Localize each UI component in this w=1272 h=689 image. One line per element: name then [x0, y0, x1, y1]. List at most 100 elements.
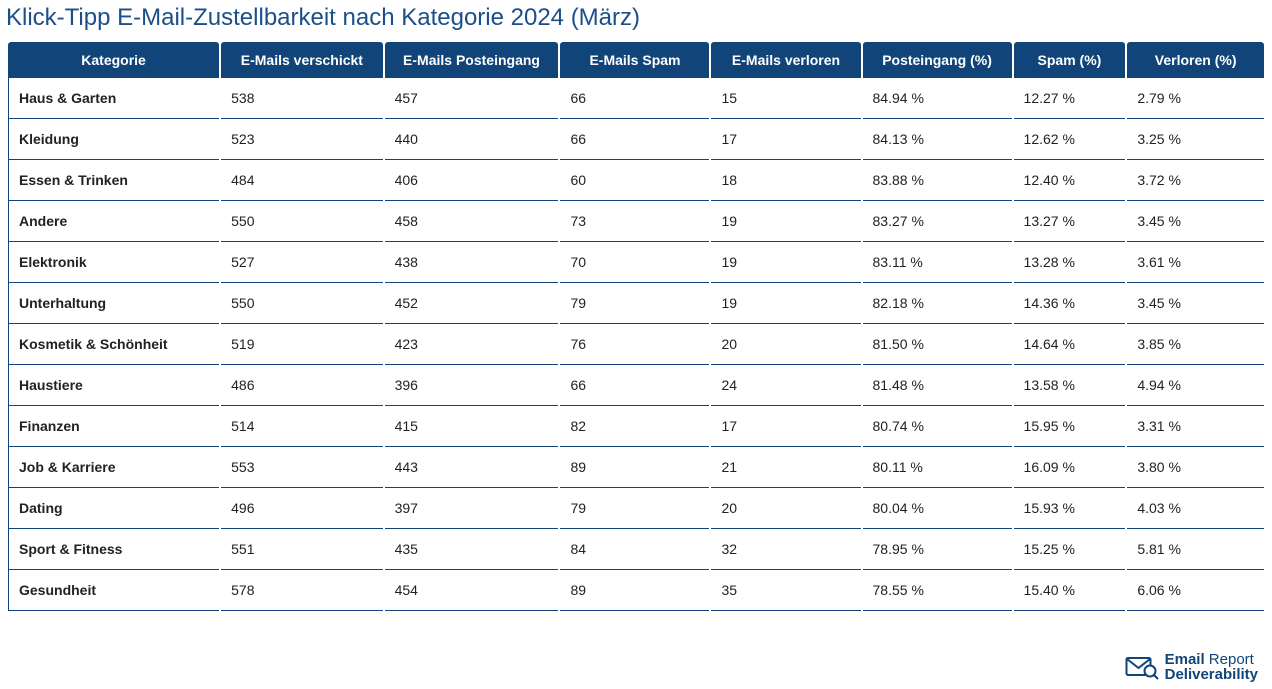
- table-cell: 83.11 %: [863, 242, 1012, 283]
- table-row: Haustiere486396662481.48 %13.58 %4.94 %: [8, 365, 1264, 406]
- table-cell: 550: [221, 283, 382, 324]
- table-cell: 6.06 %: [1127, 570, 1264, 611]
- col-header: E-Mails verloren: [711, 42, 860, 78]
- table-cell: 80.74 %: [863, 406, 1012, 447]
- table-cell: 20: [711, 488, 860, 529]
- col-header: E-Mails verschickt: [221, 42, 382, 78]
- col-header: Posteingang (%): [863, 42, 1012, 78]
- table-cell: 550: [221, 201, 382, 242]
- table-cell: 538: [221, 78, 382, 119]
- table-cell: 80.04 %: [863, 488, 1012, 529]
- table-cell: 84: [560, 529, 709, 570]
- table-cell: 527: [221, 242, 382, 283]
- table-cell: 435: [385, 529, 559, 570]
- table-cell: 496: [221, 488, 382, 529]
- table-cell: 82: [560, 406, 709, 447]
- table-cell: 89: [560, 447, 709, 488]
- table-row: Job & Karriere553443892180.11 %16.09 %3.…: [8, 447, 1264, 488]
- brand-text: Email Report Deliverability: [1165, 652, 1258, 684]
- table-cell: 5.81 %: [1127, 529, 1264, 570]
- brand-logo: Email Report Deliverability: [1125, 652, 1258, 684]
- table-cell: 553: [221, 447, 382, 488]
- col-header: Kategorie: [8, 42, 219, 78]
- table-cell: 13.58 %: [1014, 365, 1126, 406]
- table-cell: 84.94 %: [863, 78, 1012, 119]
- table-cell: Gesundheit: [8, 570, 219, 611]
- table-cell: 17: [711, 406, 860, 447]
- brand-text-bold: Email: [1165, 651, 1205, 668]
- table-cell: 397: [385, 488, 559, 529]
- col-header: E-Mails Spam: [560, 42, 709, 78]
- col-header: Verloren (%): [1127, 42, 1264, 78]
- table-cell: 415: [385, 406, 559, 447]
- table-row: Gesundheit578454893578.55 %15.40 %6.06 %: [8, 570, 1264, 611]
- table-cell: 83.88 %: [863, 160, 1012, 201]
- table-cell: Elektronik: [8, 242, 219, 283]
- table-cell: Job & Karriere: [8, 447, 219, 488]
- table-cell: 78.95 %: [863, 529, 1012, 570]
- table-cell: Finanzen: [8, 406, 219, 447]
- table-cell: 486: [221, 365, 382, 406]
- table-cell: 396: [385, 365, 559, 406]
- brand-text-line2: Deliverability: [1165, 667, 1258, 683]
- table-cell: 35: [711, 570, 860, 611]
- table-cell: 82.18 %: [863, 283, 1012, 324]
- table-cell: 19: [711, 201, 860, 242]
- col-header: Spam (%): [1014, 42, 1126, 78]
- table-row: Haus & Garten538457661584.94 %12.27 %2.7…: [8, 78, 1264, 119]
- col-header: E-Mails Posteingang: [385, 42, 559, 78]
- table-cell: 81.50 %: [863, 324, 1012, 365]
- table-cell: 21: [711, 447, 860, 488]
- table-cell: 3.45 %: [1127, 283, 1264, 324]
- table-cell: 78.55 %: [863, 570, 1012, 611]
- table-cell: 83.27 %: [863, 201, 1012, 242]
- table-cell: 440: [385, 119, 559, 160]
- table-cell: Essen & Trinken: [8, 160, 219, 201]
- table-row: Kosmetik & Schönheit519423762081.50 %14.…: [8, 324, 1264, 365]
- table-cell: 14.36 %: [1014, 283, 1126, 324]
- table-cell: 15.95 %: [1014, 406, 1126, 447]
- table-row: Unterhaltung550452791982.18 %14.36 %3.45…: [8, 283, 1264, 324]
- table-cell: 423: [385, 324, 559, 365]
- table-cell: Andere: [8, 201, 219, 242]
- table-cell: 551: [221, 529, 382, 570]
- table-cell: 12.62 %: [1014, 119, 1126, 160]
- table-cell: 20: [711, 324, 860, 365]
- table-cell: 458: [385, 201, 559, 242]
- table-cell: 89: [560, 570, 709, 611]
- table-cell: 578: [221, 570, 382, 611]
- table-cell: 3.45 %: [1127, 201, 1264, 242]
- table-header-row: Kategorie E-Mails verschickt E-Mails Pos…: [8, 42, 1264, 78]
- table-cell: 14.64 %: [1014, 324, 1126, 365]
- table-cell: 3.72 %: [1127, 160, 1264, 201]
- table-cell: 84.13 %: [863, 119, 1012, 160]
- table-cell: 514: [221, 406, 382, 447]
- table-cell: Haus & Garten: [8, 78, 219, 119]
- table-cell: 4.03 %: [1127, 488, 1264, 529]
- table-row: Finanzen514415821780.74 %15.95 %3.31 %: [8, 406, 1264, 447]
- table-cell: 18: [711, 160, 860, 201]
- table-cell: 12.27 %: [1014, 78, 1126, 119]
- table-cell: 24: [711, 365, 860, 406]
- table-cell: Kosmetik & Schönheit: [8, 324, 219, 365]
- table-cell: 32: [711, 529, 860, 570]
- table-cell: 443: [385, 447, 559, 488]
- table-cell: 17: [711, 119, 860, 160]
- table-cell: 60: [560, 160, 709, 201]
- table-cell: 3.61 %: [1127, 242, 1264, 283]
- table-cell: 15.25 %: [1014, 529, 1126, 570]
- table-cell: 519: [221, 324, 382, 365]
- table-row: Essen & Trinken484406601883.88 %12.40 %3…: [8, 160, 1264, 201]
- table-cell: 438: [385, 242, 559, 283]
- table-cell: Unterhaltung: [8, 283, 219, 324]
- table-cell: 13.27 %: [1014, 201, 1126, 242]
- table-cell: 79: [560, 488, 709, 529]
- table-row: Elektronik527438701983.11 %13.28 %3.61 %: [8, 242, 1264, 283]
- table-cell: 454: [385, 570, 559, 611]
- table-cell: 3.25 %: [1127, 119, 1264, 160]
- table-cell: 76: [560, 324, 709, 365]
- table-cell: 452: [385, 283, 559, 324]
- table-cell: 70: [560, 242, 709, 283]
- table-row: Dating496397792080.04 %15.93 %4.03 %: [8, 488, 1264, 529]
- table-cell: Kleidung: [8, 119, 219, 160]
